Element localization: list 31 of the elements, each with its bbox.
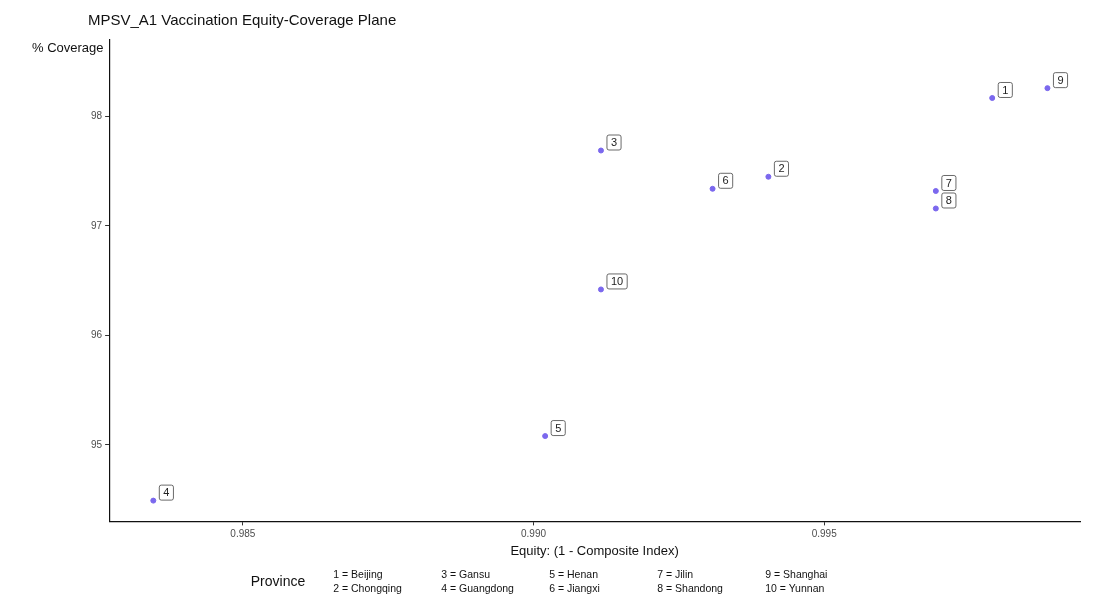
text: 3 = Gansu — [441, 567, 491, 581]
y-axis-title: % Coverage — [32, 39, 104, 55]
annotation: 6 — [722, 174, 729, 187]
annotation: 9 — [1057, 73, 1064, 86]
text: 9 = Shanghai — [765, 567, 829, 581]
annotation: 8 — [945, 194, 952, 207]
text: 2 = Chongqing — [333, 581, 403, 595]
annotation: 10 — [610, 274, 624, 287]
x-tick-label: 0.990 — [521, 528, 547, 540]
annotation: 5 — [555, 421, 562, 434]
y-tick-label: 97 — [91, 219, 103, 231]
y-tick-label: 96 — [91, 329, 103, 341]
chart-title: MPSV_A1 Vaccination Equity-Coverage Plane — [88, 11, 397, 29]
text: 6 = Jiangxi — [549, 581, 601, 595]
x-axis-title: Equity: (1 - Composite Index) — [510, 542, 679, 558]
text: 4 = Guangdong — [441, 581, 515, 595]
text: 10 = Yunnan — [765, 581, 826, 595]
y-tick-label: 98 — [91, 110, 103, 122]
annotation: 3 — [610, 136, 618, 149]
text: 8 = Shandong — [657, 581, 724, 595]
annotation: 4 — [163, 486, 170, 499]
text: 5 = Henan — [549, 567, 599, 581]
y-tick-label: 95 — [91, 438, 103, 450]
annotation: 2 — [778, 162, 785, 175]
annotation: 1 — [1002, 83, 1009, 96]
legend-title: Province — [250, 573, 306, 589]
annotation: 7 — [945, 176, 952, 189]
text: 1 = Beijing — [333, 567, 384, 581]
x-tick-label: 0.985 — [230, 528, 256, 540]
x-tick-label: 0.995 — [811, 528, 838, 540]
text: 7 = Jilin — [657, 567, 695, 581]
